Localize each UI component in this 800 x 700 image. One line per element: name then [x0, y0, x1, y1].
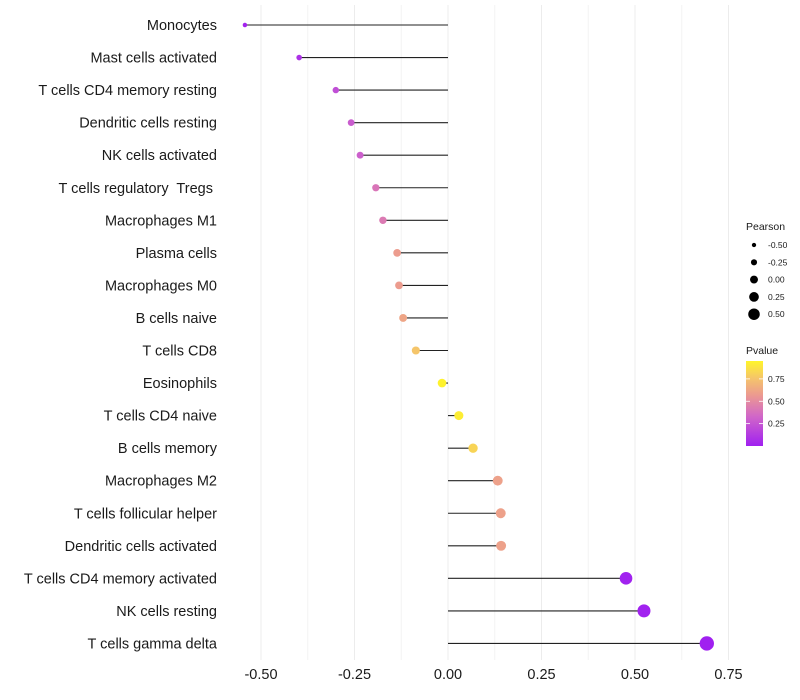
- y-tick-label: T cells gamma delta: [88, 636, 218, 652]
- y-tick-label: NK cells resting: [116, 604, 217, 620]
- size-legend-label: 0.25: [768, 292, 785, 302]
- color-legend-label: 0.50: [768, 396, 785, 406]
- data-point: [411, 346, 420, 355]
- data-point: [637, 604, 651, 618]
- size-legend-key: [748, 308, 760, 320]
- size-legend-key: [750, 259, 758, 266]
- data-point: [468, 443, 478, 453]
- y-tick-label: T cells CD4 memory activated: [24, 571, 217, 587]
- size-legend-label: -0.25: [768, 257, 788, 267]
- y-tick-label: T cells CD4 memory resting: [38, 83, 217, 99]
- y-tick-label: Macrophages M2: [105, 474, 217, 490]
- data-point: [399, 314, 408, 322]
- x-tick-label: 0.00: [434, 667, 462, 683]
- data-point: [356, 151, 364, 159]
- data-point: [496, 540, 507, 551]
- data-point: [619, 572, 633, 585]
- data-point: [372, 184, 380, 192]
- size-legend-label: 0.00: [768, 275, 785, 285]
- size-legend: -0.50 -0.25 0.00 0.25 0.50: [748, 240, 788, 320]
- size-legend-label: 0.50: [768, 309, 785, 319]
- data-point: [395, 281, 403, 290]
- color-legend-title: Pvalue: [746, 345, 778, 357]
- data-point: [332, 86, 339, 94]
- y-tick-label: Macrophages M0: [105, 278, 217, 294]
- x-axis-labels: -0.50 -0.25 0.00 0.25 0.50 0.75: [244, 667, 742, 683]
- x-tick-label: 0.50: [621, 667, 649, 683]
- data-point: [347, 119, 355, 127]
- size-legend-label: -0.50: [768, 240, 788, 250]
- legend: Pearson -0.50 -0.25 0.00 0.25 0.50 Pvalue 0.…: [746, 221, 788, 446]
- data-point: [699, 636, 714, 651]
- size-legend-key: [750, 275, 758, 284]
- y-tick-label: B cells naive: [136, 311, 217, 327]
- grid-lines: [260, 5, 729, 660]
- y-tick-label: Mast cells activated: [90, 51, 217, 67]
- data-point: [437, 378, 447, 388]
- y-tick-label: Dendritic cells resting: [79, 116, 217, 132]
- y-tick-label: NK cells activated: [102, 148, 217, 164]
- stems: [244, 24, 707, 645]
- y-tick-label: T cells CD4 naive: [104, 409, 217, 425]
- color-legend-ticks: 0.25 0.50 0.75: [746, 374, 785, 429]
- y-axis-labels: Monocytes Mast cells activated T cells CD4…: [24, 18, 218, 652]
- data-point: [454, 411, 464, 421]
- y-tick-label: Dendritic cells activated: [65, 539, 217, 555]
- points: [242, 22, 714, 651]
- y-tick-label: Eosinophils: [143, 376, 217, 392]
- y-tick-label: B cells memory: [118, 441, 218, 457]
- color-bar: [746, 361, 763, 446]
- size-legend-title: Pearson: [746, 221, 785, 233]
- size-legend-key: [751, 242, 757, 248]
- data-point: [379, 216, 387, 225]
- size-legend-key: [749, 292, 759, 302]
- data-point: [495, 508, 506, 519]
- color-legend-label: 0.25: [768, 419, 785, 429]
- y-tick-label: T cells regulatory Tregs: [59, 181, 218, 197]
- data-point: [393, 248, 401, 257]
- data-point: [242, 22, 248, 28]
- y-tick-label: Macrophages M1: [105, 213, 217, 229]
- x-tick-label: -0.25: [338, 667, 371, 683]
- x-tick-label: -0.50: [244, 667, 277, 683]
- y-tick-label: Monocytes: [147, 18, 217, 34]
- x-tick-label: 0.25: [527, 667, 555, 683]
- color-legend-label: 0.75: [768, 374, 785, 384]
- y-tick-label: T cells follicular helper: [74, 506, 217, 522]
- x-tick-label: 0.75: [714, 667, 742, 683]
- y-tick-label: T cells CD8: [142, 344, 217, 360]
- data-point: [492, 475, 503, 486]
- data-point: [296, 54, 302, 61]
- y-tick-label: Plasma cells: [136, 246, 217, 262]
